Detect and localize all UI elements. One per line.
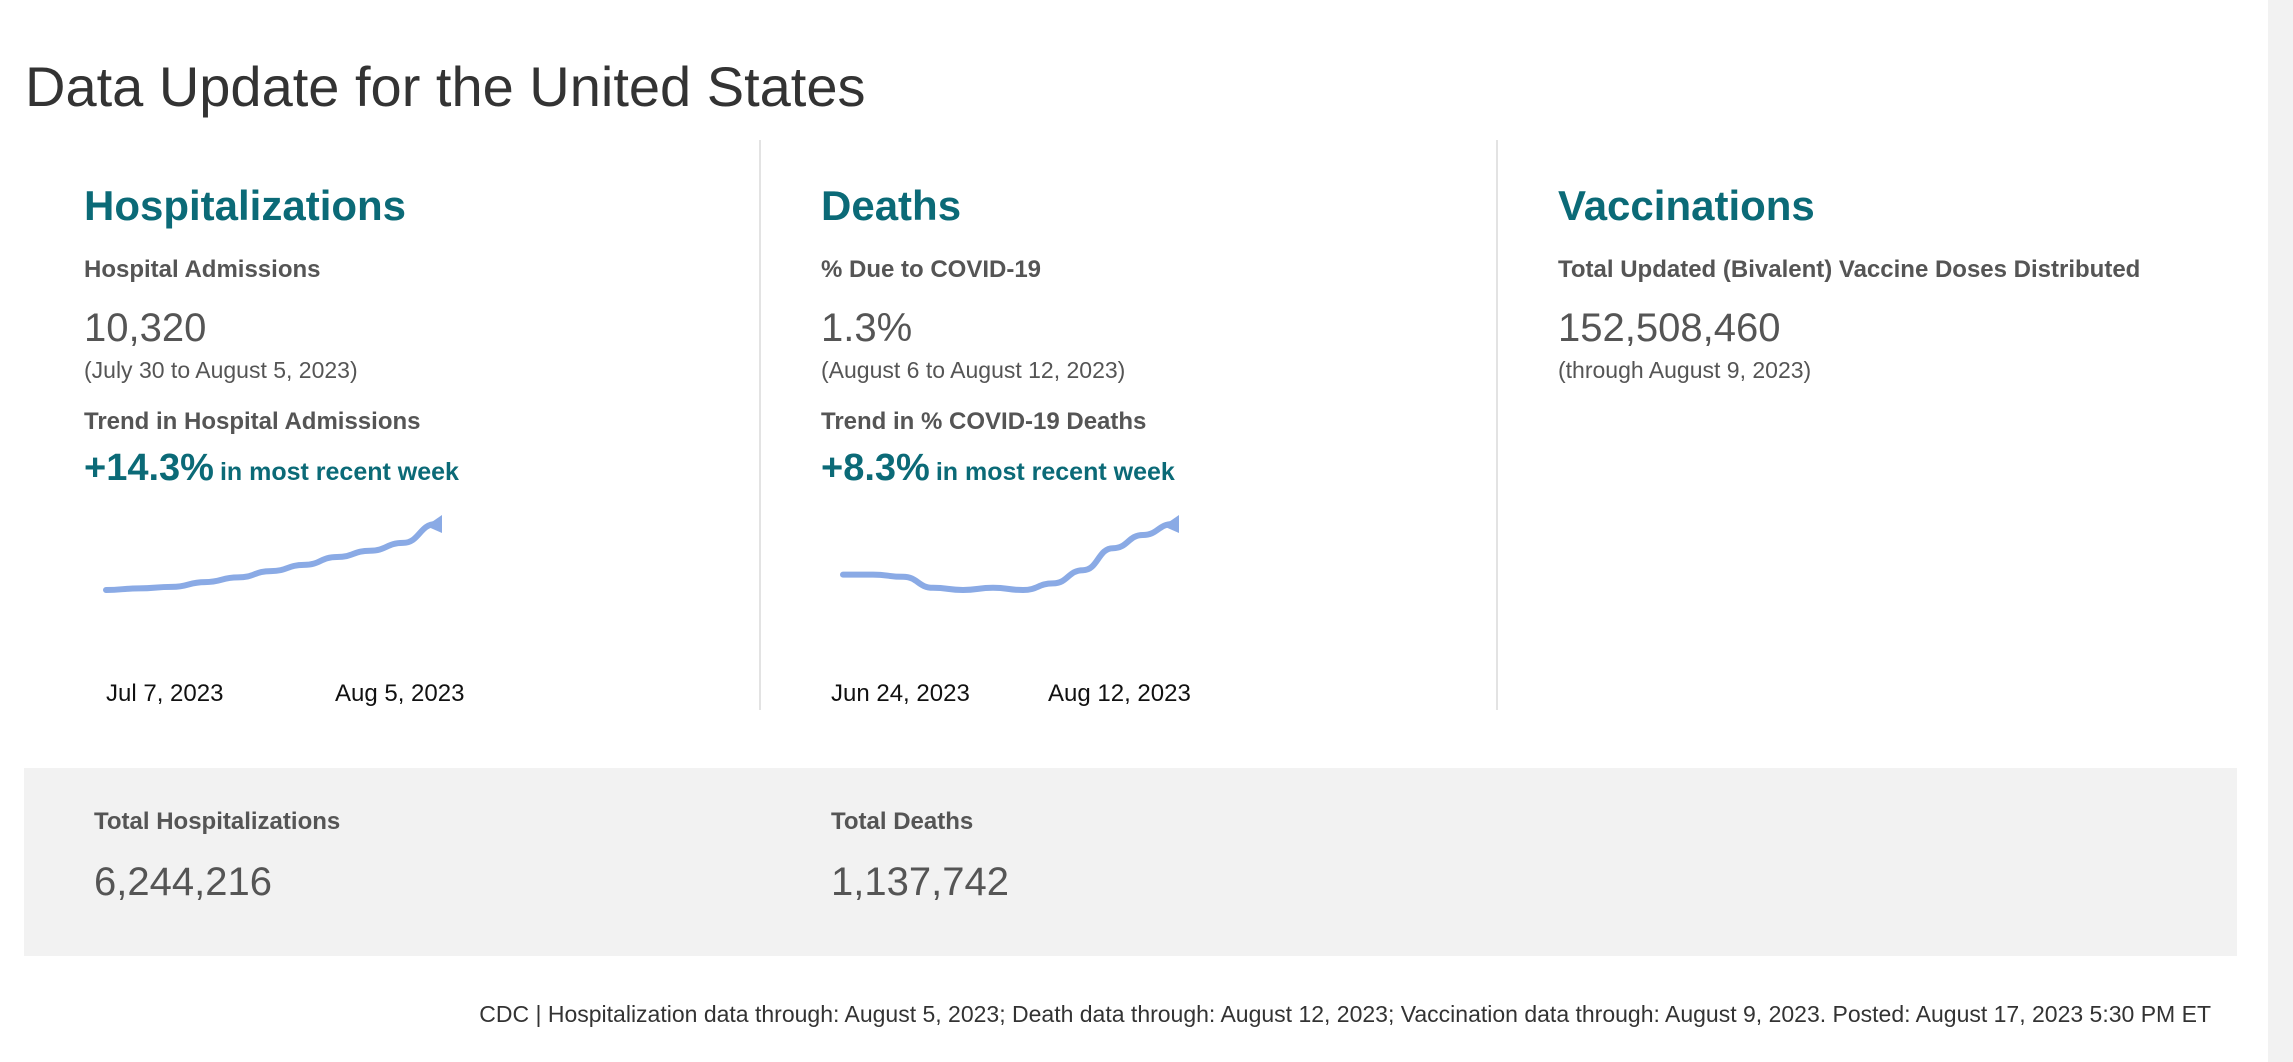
total-deaths-value: 1,137,742 xyxy=(831,860,1009,904)
death-trend-label: Trend in % COVID-19 Deaths xyxy=(821,408,1147,435)
sparkline-start-date: Jun 24, 2023 xyxy=(831,680,970,707)
death-trend-suffix: in most recent week xyxy=(935,458,1175,486)
hospital-admissions-label: Hospital Admissions xyxy=(84,256,321,283)
vaccinations-panel: Vaccinations Total Updated (Bivalent) Va… xyxy=(1558,180,2238,386)
covid-death-pct-range: (August 6 to August 12, 2023) xyxy=(821,357,1126,383)
scrollbar-track[interactable] xyxy=(2268,0,2293,1062)
totals-band: Total Hospitalizations 6,244,216 Total D… xyxy=(24,768,2237,956)
sparkline-end-marker xyxy=(426,515,442,533)
total-hospitalizations-value: 6,244,216 xyxy=(94,860,272,904)
panel-divider xyxy=(759,140,761,710)
hospitalizations-title[interactable]: Hospitalizations xyxy=(84,182,407,229)
sparkline-start-date: Jul 7, 2023 xyxy=(106,680,224,707)
sparkline-end-marker xyxy=(1163,515,1179,533)
sparkline-path xyxy=(840,521,1176,593)
hospitalizations-panel: Hospitalizations Hospital Admissions 10,… xyxy=(84,180,764,707)
panel-divider xyxy=(1496,140,1498,710)
vaccinations-title[interactable]: Vaccinations xyxy=(1558,182,1815,229)
sparkline-end-date: Aug 5, 2023 xyxy=(335,680,465,707)
hospital-trend-suffix: in most recent week xyxy=(219,458,459,486)
page-title: Data Update for the United States xyxy=(25,55,866,118)
covid-deaths-sparkline[interactable] xyxy=(821,510,1221,600)
sparkline-end-date: Aug 12, 2023 xyxy=(1048,680,1191,707)
sparkline-path xyxy=(103,521,439,593)
death-trend-percent: +8.3% xyxy=(821,447,930,489)
covid-death-pct-value: 1.3% xyxy=(821,306,913,350)
hospital-admissions-value: 10,320 xyxy=(84,306,207,350)
total-deaths: Total Deaths 1,137,742 xyxy=(831,806,1009,906)
data-source-footnote: CDC | Hospitalization data through: Augu… xyxy=(479,1001,2211,1027)
vaccine-doses-range: (through August 9, 2023) xyxy=(1558,357,1812,383)
vaccine-doses-label: Total Updated (Bivalent) Vaccine Doses D… xyxy=(1558,256,2141,283)
deaths-title[interactable]: Deaths xyxy=(821,182,962,229)
covid-death-pct-label: % Due to COVID-19 xyxy=(821,256,1042,283)
hospital-trend: +14.3% in most recent week xyxy=(84,444,764,492)
death-trend: +8.3% in most recent week xyxy=(821,444,1501,492)
hospital-admissions-sparkline[interactable] xyxy=(84,510,484,600)
hospital-trend-percent: +14.3% xyxy=(84,447,214,489)
hospital-admissions-range: (July 30 to August 5, 2023) xyxy=(84,357,358,383)
hospital-trend-label: Trend in Hospital Admissions xyxy=(84,408,421,435)
total-deaths-label: Total Deaths xyxy=(831,808,974,835)
total-hospitalizations-label: Total Hospitalizations xyxy=(94,808,341,835)
vaccine-doses-value: 152,508,460 xyxy=(1558,306,1781,350)
total-hospitalizations: Total Hospitalizations 6,244,216 xyxy=(94,806,340,906)
deaths-panel: Deaths % Due to COVID-19 1.3% (August 6 … xyxy=(821,180,1501,707)
